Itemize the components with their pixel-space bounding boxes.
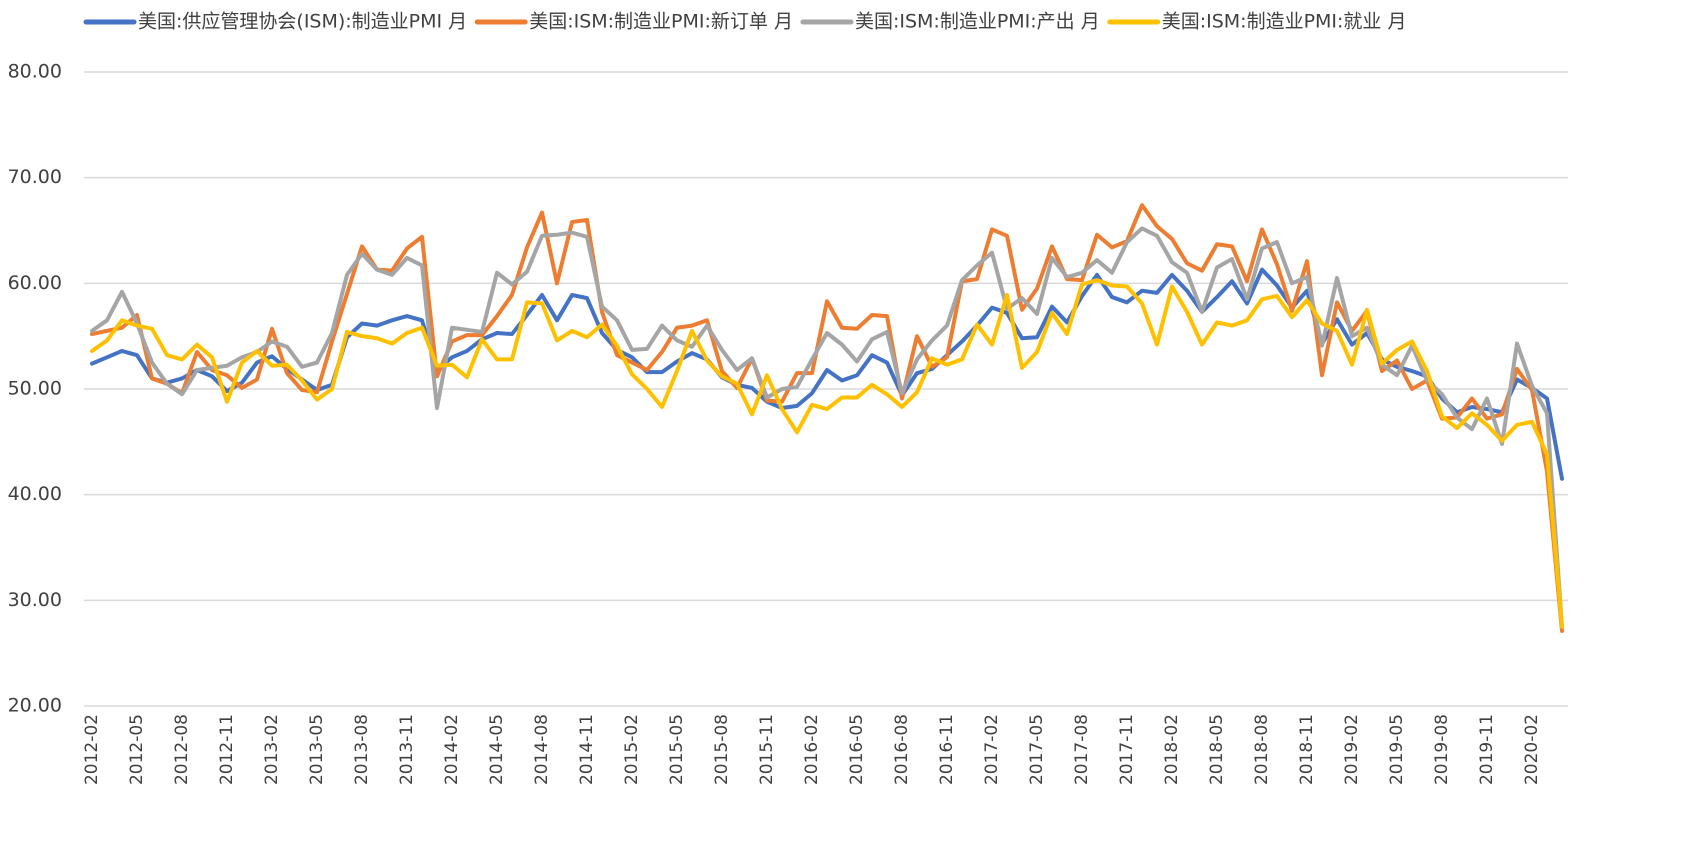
x-tick-label: 2018-02: [1162, 714, 1182, 785]
x-tick-label: 2013-11: [397, 714, 417, 785]
x-tick-label: 2017-08: [1072, 714, 1092, 785]
x-tick-label: 2014-05: [487, 714, 507, 785]
y-tick-label: 40.00: [8, 483, 62, 505]
x-tick-label: 2013-08: [352, 714, 372, 785]
x-tick-label: 2016-02: [802, 714, 822, 785]
x-tick-label: 2017-05: [1027, 714, 1047, 785]
y-tick-label: 70.00: [8, 166, 62, 188]
x-tick-label: 2016-11: [937, 714, 957, 785]
x-tick-label: 2020-02: [1522, 714, 1542, 785]
x-tick-label: 2015-02: [622, 714, 642, 785]
x-tick-label: 2018-05: [1207, 714, 1227, 785]
legend-label: 美国:ISM:制造业PMI:产出 月: [855, 11, 1100, 33]
x-tick-label: 2012-08: [172, 714, 192, 785]
x-tick-label: 2013-05: [307, 714, 327, 785]
y-tick-label: 50.00: [8, 378, 62, 400]
x-tick-label: 2017-11: [1117, 714, 1137, 785]
series-line: [90, 226, 1564, 629]
x-tick-label: 2015-11: [757, 714, 777, 785]
y-tick-label: 80.00: [8, 61, 62, 83]
x-tick-label: 2019-05: [1387, 714, 1407, 785]
y-tick-label: 20.00: [8, 695, 62, 717]
y-tick-label: 30.00: [8, 589, 62, 611]
x-tick-label: 2019-02: [1342, 714, 1362, 785]
x-tick-label: 2016-08: [892, 714, 912, 785]
x-tick-label: 2012-02: [82, 714, 102, 785]
x-tick-label: 2012-11: [217, 714, 237, 785]
x-tick-label: 2015-05: [667, 714, 687, 785]
x-tick-label: 2017-02: [982, 714, 1002, 785]
series-line: [90, 278, 1564, 629]
x-tick-label: 2014-11: [577, 714, 597, 785]
series-line: [90, 203, 1564, 633]
x-tick-label: 2018-08: [1252, 714, 1272, 785]
x-tick-label: 2014-08: [532, 714, 552, 785]
y-tick-label: 60.00: [8, 272, 62, 294]
x-tick-label: 2019-11: [1477, 714, 1497, 785]
x-tick-label: 2012-05: [127, 714, 147, 785]
legend-label: 美国:ISM:制造业PMI:新订单 月: [529, 11, 793, 33]
x-tick-label: 2019-08: [1432, 714, 1452, 785]
x-tick-label: 2013-02: [262, 714, 282, 785]
legend-label: 美国:ISM:制造业PMI:就业 月: [1162, 11, 1407, 33]
x-tick-label: 2014-02: [442, 714, 462, 785]
legend-label: 美国:供应管理协会(ISM):制造业PMI 月: [138, 11, 467, 33]
x-tick-label: 2016-05: [847, 714, 867, 785]
x-tick-label: 2015-08: [712, 714, 732, 785]
x-tick-label: 2018-11: [1297, 714, 1317, 785]
